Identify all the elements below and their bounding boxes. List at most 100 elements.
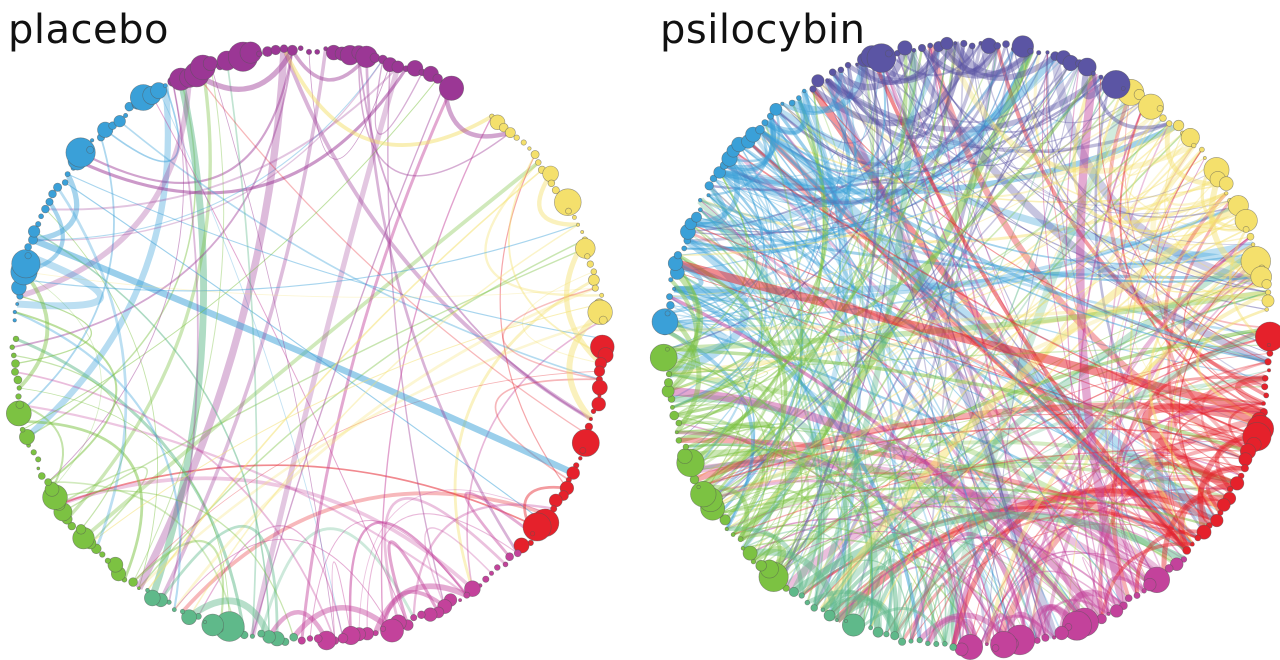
psilocybin-edge: [802, 90, 861, 616]
psilocybin-node: [677, 448, 693, 464]
placebo-node: [24, 243, 32, 251]
placebo-edge: [187, 597, 273, 639]
placebo-edge: [209, 63, 336, 641]
placebo-edge: [151, 95, 409, 626]
placebo-edge: [32, 59, 384, 241]
psilocybin-edge: [759, 57, 887, 173]
placebo-edge: [76, 67, 408, 195]
psilocybin-edge: [821, 596, 904, 643]
psilocybin-node: [954, 642, 969, 657]
placebo-node: [554, 188, 582, 216]
psilocybin-edge: [664, 144, 775, 323]
psilocybin-node: [1121, 86, 1126, 91]
psilocybin-node: [837, 66, 845, 74]
psilocybin-edge: [1110, 326, 1272, 599]
placebo-edge: [14, 311, 182, 610]
psilocybin-node: [704, 181, 714, 191]
psilocybin-edge: [673, 288, 946, 644]
placebo-edge: [56, 186, 128, 550]
psilocybin-edge: [712, 475, 1102, 620]
psilocybin-node: [916, 637, 923, 644]
psilocybin-edge: [690, 57, 1065, 225]
psilocybin-node: [844, 61, 852, 69]
placebo-node: [86, 145, 95, 154]
psilocybin-edge: [909, 532, 1031, 643]
psilocybin-edge: [676, 43, 948, 434]
psilocybin-edge: [887, 53, 1039, 641]
psilocybin-node: [697, 198, 703, 203]
psilocybin-edge: [856, 64, 892, 633]
psilocybin-node: [1041, 633, 1050, 642]
psilocybin-node: [651, 308, 679, 336]
psilocybin-edge: [674, 261, 704, 292]
psilocybin-node: [1210, 513, 1224, 528]
psilocybin-node: [1062, 610, 1092, 641]
placebo-edge: [358, 52, 511, 177]
psilocybin-edge: [669, 108, 1161, 298]
placebo-node: [11, 359, 20, 368]
psilocybin-edge: [840, 69, 1046, 638]
psilocybin-edge: [673, 288, 823, 589]
psilocybin-edge: [690, 223, 783, 540]
psilocybin-edge: [1188, 397, 1264, 438]
psilocybin-edge: [1065, 63, 1110, 615]
psilocybin-edge: [820, 250, 1257, 612]
psilocybin-edge: [1098, 402, 1264, 612]
psilocybin-edge: [724, 65, 851, 178]
psilocybin-edge: [672, 288, 754, 409]
psilocybin-edge: [861, 607, 947, 645]
psilocybin-edge: [690, 223, 781, 488]
psilocybin-edge: [1104, 576, 1146, 615]
psilocybin-edge: [1235, 375, 1266, 407]
placebo-edge: [22, 78, 439, 431]
psilocybin-edge: [810, 87, 1190, 553]
psilocybin-node: [673, 251, 683, 260]
psilocybin-edge: [663, 364, 767, 471]
placebo-edge: [32, 172, 80, 243]
psilocybin-edge: [687, 230, 1238, 485]
psilocybin-edge: [685, 123, 1170, 448]
psilocybin-node: [1138, 93, 1164, 120]
psilocybin-edge: [762, 119, 1220, 524]
placebo-edge: [502, 287, 600, 381]
psilocybin-node: [663, 378, 673, 388]
psilocybin-node: [1034, 637, 1041, 644]
psilocybin-node: [713, 166, 726, 179]
psilocybin-node: [1180, 128, 1200, 148]
psilocybin-edge: [1161, 480, 1238, 576]
psilocybin-edge: [927, 44, 1250, 455]
placebo-edge: [173, 286, 596, 611]
psilocybin-edge: [812, 545, 894, 635]
placebo-node: [286, 44, 298, 56]
psilocybin-edge: [693, 402, 1265, 483]
psilocybin-node: [911, 47, 917, 53]
psilocybin-edge: [697, 197, 883, 633]
psilocybin-edge: [738, 71, 858, 194]
psilocybin-node: [1052, 635, 1057, 640]
psilocybin-edge: [663, 328, 696, 393]
psilocybin-edge: [684, 93, 1140, 250]
placebo-node: [579, 447, 587, 454]
psilocybin-node: [1182, 546, 1192, 555]
placebo-edge: [226, 60, 258, 637]
psilocybin-node: [825, 78, 830, 83]
psilocybin-node: [742, 545, 758, 561]
placebo-edge: [62, 247, 586, 513]
psilocybin-node: [724, 526, 729, 531]
psilocybin-edge: [775, 52, 1040, 171]
psilocybin-node: [866, 43, 897, 73]
placebo-edge: [566, 309, 603, 421]
psilocybin-node: [898, 637, 907, 646]
psilocybin-edge: [800, 505, 1199, 597]
psilocybin-node: [1156, 105, 1164, 112]
psilocybin-edge: [971, 45, 1117, 170]
placebo-node: [535, 159, 542, 166]
psilocybin-edge: [892, 325, 1273, 638]
psilocybin-edge: [725, 464, 1231, 531]
psilocybin-edge: [827, 594, 882, 633]
psilocybin-node: [1172, 119, 1185, 132]
psilocybin-edge: [663, 356, 803, 584]
placebo-node: [571, 428, 600, 457]
psilocybin-edge: [920, 45, 999, 76]
psilocybin-edge: [708, 185, 821, 609]
